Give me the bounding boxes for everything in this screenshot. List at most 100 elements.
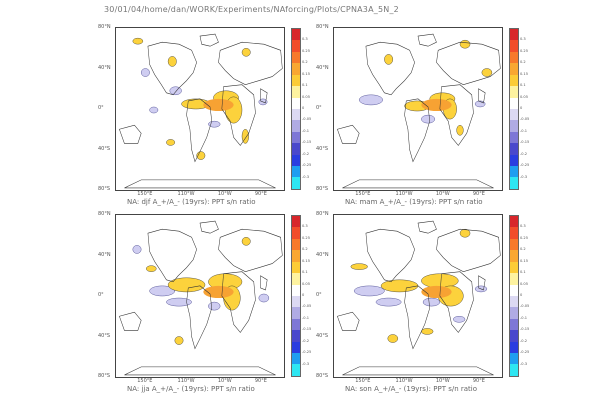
negative-patch [258, 293, 270, 303]
lat-tick-label: 40°N [98, 251, 111, 258]
coastline [218, 228, 283, 273]
colorbar-swatch [292, 261, 300, 274]
negative-patch [169, 86, 182, 96]
colorbar-swatch [292, 29, 300, 41]
colorbar-label: -0.25 [302, 163, 312, 168]
lat-tick-label: 80°S [316, 186, 329, 192]
lon-tick-label: 150°E [355, 191, 371, 197]
colorbar-swatch [292, 273, 300, 285]
strong-positive-patch [421, 98, 452, 112]
negative-patch [422, 297, 441, 307]
lon-tick-label: 110°W [177, 191, 195, 197]
positive-patch [380, 279, 419, 293]
colorbar-label: -0.1 [520, 315, 528, 320]
colorbar-label: 0.05 [520, 94, 529, 99]
lat-tick-label: 40°S [316, 332, 329, 339]
coastline [260, 88, 268, 104]
colorbar-label: 0.2 [302, 60, 308, 65]
strong-positive-patch [203, 285, 234, 299]
colorbar-swatch [510, 177, 518, 189]
colorbar-label: 0 [302, 293, 305, 297]
coastline [124, 366, 276, 376]
coastline [186, 285, 213, 350]
positive-patch [421, 273, 459, 289]
colorbar-label: -0.2 [302, 338, 310, 343]
colorbar-swatch [510, 307, 518, 319]
colorbar [509, 28, 519, 190]
positive-patch [166, 139, 175, 146]
lon-tick-label: 110°W [177, 378, 195, 384]
coastline [337, 311, 360, 331]
negative-patch [359, 94, 383, 106]
colorbar-swatch [292, 63, 300, 75]
colorbar-label: 0 [520, 293, 523, 297]
coastline [124, 179, 276, 189]
colorbar-label: 0.25 [520, 235, 529, 240]
colorbar-swatch [510, 330, 518, 342]
coastline [365, 228, 415, 283]
colorbar-label: 0.3 [520, 37, 526, 42]
colorbar-label: -0.05 [302, 117, 312, 122]
positive-patch [167, 277, 206, 293]
coastline [186, 98, 213, 163]
lat-tick-label: 40°S [98, 332, 111, 339]
coastline [221, 84, 256, 146]
colorbar-swatch [510, 295, 518, 308]
lat-tick-label: 0° [316, 105, 322, 111]
colorbar-label: 0.05 [302, 281, 311, 286]
colorbar-label: 0.1 [302, 270, 308, 275]
panel-caption: NA: jja A_+/A_- (19yrs): PPT s/n ratio [127, 385, 255, 393]
lon-tick-label: 10°W [217, 378, 232, 384]
colorbar-label: -0.05 [302, 304, 312, 309]
lon-tick-label: 10°W [435, 191, 450, 197]
coastline [147, 41, 197, 96]
colorbar-swatch [510, 261, 518, 274]
coastline [404, 98, 431, 163]
map-canvas [119, 33, 283, 189]
colorbar-swatch [510, 108, 518, 121]
colorbar-label: 0.3 [302, 37, 308, 42]
coastline [342, 179, 494, 189]
colorbar-swatch [292, 177, 300, 189]
colorbar-label: 0.25 [302, 235, 311, 240]
lon-tick-label: 90°E [254, 378, 267, 384]
colorbar-label: -0.25 [520, 350, 530, 355]
colorbar-label: -0.2 [302, 151, 310, 156]
colorbar-swatch [510, 131, 518, 144]
colorbar-swatch [292, 227, 300, 239]
lat-tick-label: 40°N [316, 251, 329, 258]
lat-tick-label: 80°N [316, 211, 329, 217]
positive-patch [481, 68, 493, 77]
colorbar-swatch [292, 341, 300, 354]
colorbar-label: 0.15 [302, 258, 311, 263]
negative-patch [208, 301, 221, 311]
positive-patch [167, 56, 177, 67]
colorbar-swatch [510, 51, 518, 64]
negative-patch [453, 316, 466, 323]
map-canvas [337, 220, 501, 376]
positive-patch [456, 124, 464, 136]
lat-tick-label: 80°S [98, 373, 111, 379]
positive-patch [459, 39, 471, 49]
colorbar-swatch [510, 120, 518, 132]
coastline [342, 366, 494, 376]
negative-patch [421, 114, 435, 124]
colorbar-swatch [292, 120, 300, 132]
map-plot [115, 27, 285, 191]
colorbar-swatch [292, 154, 300, 167]
strong-positive-patch [203, 98, 234, 112]
colorbar-label: -0.15 [302, 327, 312, 332]
colorbar-swatch [510, 143, 518, 155]
colorbar-label: 0.2 [520, 247, 526, 252]
positive-patch [241, 129, 249, 144]
colorbar-label: -0.25 [520, 163, 530, 168]
colorbar-label: 0.05 [520, 281, 529, 286]
colorbar-swatch [292, 364, 300, 376]
colorbar-swatch [292, 166, 300, 178]
positive-patch [387, 334, 399, 343]
colorbar-label: 0.3 [520, 224, 526, 229]
colorbar-swatch [510, 74, 518, 87]
colorbar-label: -0.2 [520, 338, 528, 343]
lat-tick-label: 80°N [316, 24, 329, 30]
lon-tick-label: 90°E [472, 191, 485, 197]
